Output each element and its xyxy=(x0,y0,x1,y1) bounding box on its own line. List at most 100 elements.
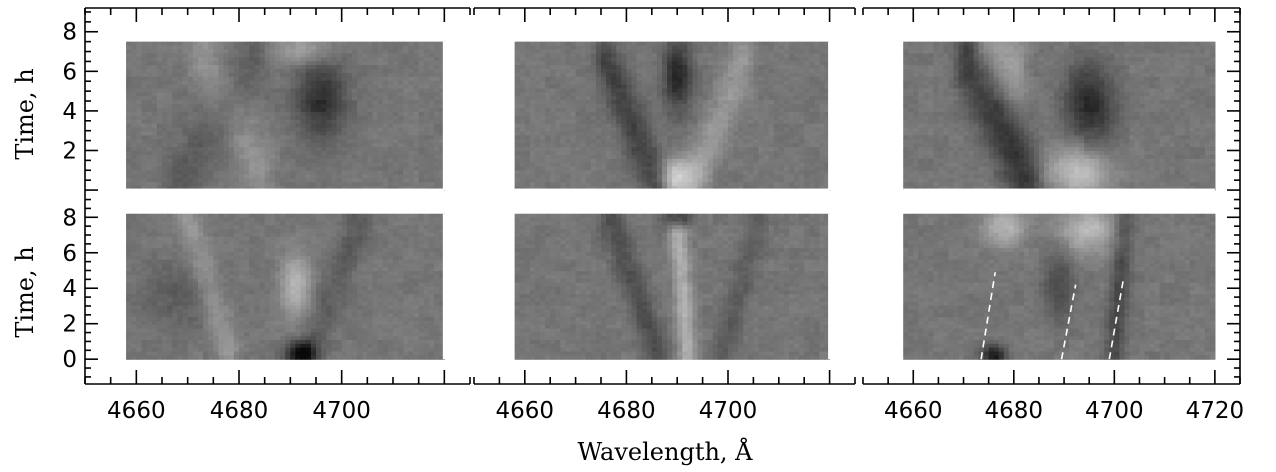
heatmap-cell xyxy=(642,163,648,168)
heatmap-cell xyxy=(708,167,714,172)
heatmap-cell xyxy=(198,112,204,117)
heatmap-cell xyxy=(723,53,729,58)
heatmap-cell xyxy=(295,112,301,117)
heatmap-cell xyxy=(565,81,571,86)
heatmap-cell xyxy=(177,100,183,105)
heatmap-cell xyxy=(306,53,312,58)
heatmap-cell xyxy=(331,178,337,183)
heatmap-cell xyxy=(804,100,810,105)
heatmap-cell xyxy=(316,159,322,164)
heatmap-cell xyxy=(606,112,612,117)
heatmap-cell xyxy=(378,124,384,129)
heatmap-cell xyxy=(733,128,739,133)
heatmap-cell xyxy=(347,42,353,47)
heatmap-cell xyxy=(611,135,617,140)
heatmap-cell xyxy=(581,85,587,90)
heatmap-cell xyxy=(316,151,322,156)
heatmap-cell xyxy=(157,178,163,183)
heatmap-cell xyxy=(1195,46,1201,51)
heatmap-cell xyxy=(809,155,815,160)
heatmap-cell xyxy=(667,104,673,109)
heatmap-cell xyxy=(525,151,531,156)
heatmap-cell xyxy=(601,77,607,82)
heatmap-cell xyxy=(208,104,214,109)
heatmap-cell xyxy=(738,92,744,97)
heatmap-cell xyxy=(172,174,178,179)
heatmap-cell xyxy=(626,65,632,70)
heatmap-cell xyxy=(652,147,658,152)
heatmap-cell xyxy=(152,69,158,74)
heatmap-cell xyxy=(576,182,582,187)
heatmap-cell xyxy=(682,69,688,74)
heatmap-cell xyxy=(713,53,719,58)
heatmap-cell xyxy=(403,124,409,129)
heatmap-cell xyxy=(357,143,363,148)
heatmap-cell xyxy=(606,131,612,136)
heatmap-cell xyxy=(718,167,724,172)
heatmap-cell xyxy=(748,46,754,51)
heatmap-cell xyxy=(819,92,825,97)
heatmap-cell xyxy=(311,46,317,51)
heatmap-cell xyxy=(794,174,800,179)
heatmap-cell xyxy=(784,65,790,70)
heatmap-cell xyxy=(758,69,764,74)
heatmap-cell xyxy=(764,77,770,82)
heatmap-cell xyxy=(352,69,358,74)
heatmap-cell xyxy=(809,108,815,113)
heatmap-cell xyxy=(229,163,235,168)
heatmap-cell xyxy=(419,178,425,183)
heatmap-cell xyxy=(337,53,343,58)
heatmap-cell xyxy=(265,135,271,140)
heatmap-cell xyxy=(198,128,204,133)
heatmap-cell xyxy=(183,112,189,117)
heatmap-cell xyxy=(398,155,404,160)
heatmap-cell xyxy=(321,89,327,94)
heatmap-cell xyxy=(213,53,219,58)
heatmap-cell xyxy=(147,73,153,78)
heatmap-cell xyxy=(1049,49,1055,54)
heatmap-cell xyxy=(1160,49,1166,54)
heatmap-cell xyxy=(337,46,343,51)
heatmap-cell xyxy=(372,89,378,94)
heatmap-cell xyxy=(550,77,556,82)
heatmap-cell xyxy=(434,61,440,66)
heatmap-cell xyxy=(698,96,704,101)
heatmap-cell xyxy=(167,124,173,129)
heatmap-cell xyxy=(723,182,729,187)
heatmap-cell xyxy=(218,65,224,70)
heatmap-cell xyxy=(774,96,780,101)
heatmap-cell xyxy=(703,182,709,187)
heatmap-cell xyxy=(147,77,153,82)
heatmap-cell xyxy=(367,73,373,78)
heatmap-cell xyxy=(621,69,627,74)
heatmap-cell xyxy=(626,46,632,51)
heatmap-cell xyxy=(352,57,358,62)
heatmap-cell xyxy=(203,85,209,90)
heatmap-cell xyxy=(419,182,425,187)
heatmap-cell xyxy=(393,163,399,168)
heatmap-cell xyxy=(784,69,790,74)
heatmap-cell xyxy=(285,112,291,117)
heatmap-cell xyxy=(383,131,389,136)
heatmap-cell xyxy=(126,100,132,105)
heatmap-cell xyxy=(414,42,420,47)
heatmap-cell xyxy=(234,159,240,164)
heatmap-cell xyxy=(126,128,132,133)
heatmap-cell xyxy=(295,174,301,179)
heatmap-cell xyxy=(218,143,224,148)
heatmap-cell xyxy=(295,155,301,160)
heatmap-cell xyxy=(408,163,414,168)
heatmap-cell xyxy=(758,73,764,78)
heatmap-cell xyxy=(804,108,810,113)
heatmap-cell xyxy=(657,135,663,140)
heatmap-cell xyxy=(631,89,637,94)
heatmap-cell xyxy=(388,108,394,113)
heatmap-cell xyxy=(131,182,137,187)
heatmap-cell xyxy=(403,174,409,179)
heatmap-cell xyxy=(540,89,546,94)
heatmap-cell xyxy=(162,124,168,129)
heatmap-cell xyxy=(758,46,764,51)
heatmap-cell xyxy=(758,174,764,179)
heatmap-cell xyxy=(626,135,632,140)
heatmap-cell xyxy=(218,155,224,160)
